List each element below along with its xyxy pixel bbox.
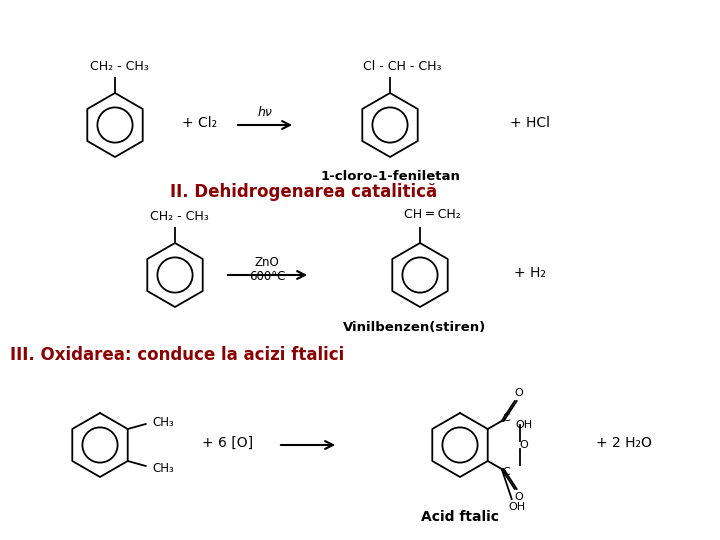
Text: C: C <box>503 467 510 477</box>
Text: OH: OH <box>508 502 526 512</box>
Text: ZnO: ZnO <box>255 255 279 268</box>
Text: C: C <box>503 413 510 423</box>
Text: O: O <box>514 388 523 398</box>
Text: Cl - CH - CH₃: Cl - CH - CH₃ <box>363 60 441 73</box>
Text: CH₂ - CH₃: CH₂ - CH₃ <box>89 60 148 73</box>
Text: O: O <box>514 492 523 502</box>
Text: CH₃: CH₃ <box>153 415 174 429</box>
Text: + H₂: + H₂ <box>514 266 546 280</box>
Text: + 2 H₂O: + 2 H₂O <box>596 436 652 450</box>
Text: + Cl₂: + Cl₂ <box>182 116 217 130</box>
Text: 1-cloro-1-feniletan: 1-cloro-1-feniletan <box>320 171 460 184</box>
Text: OH: OH <box>515 420 532 430</box>
Text: II. Dehidrogenarea catalitică: II. Dehidrogenarea catalitică <box>170 183 437 201</box>
Text: CH₃: CH₃ <box>153 462 174 475</box>
Text: III. Oxidarea: conduce la acizi ftalici: III. Oxidarea: conduce la acizi ftalici <box>10 346 344 364</box>
Text: CH₂ - CH₃: CH₂ - CH₃ <box>150 211 208 224</box>
Text: Acid ftalic: Acid ftalic <box>421 510 499 524</box>
Text: Vinilbenzen(stiren): Vinilbenzen(stiren) <box>343 321 487 334</box>
Text: + 6 [O]: + 6 [O] <box>202 436 253 450</box>
Text: hν: hν <box>258 105 272 118</box>
Text: CH ═ CH₂: CH ═ CH₂ <box>404 208 460 221</box>
Text: 600°C: 600°C <box>249 269 285 282</box>
Text: O: O <box>519 440 528 450</box>
Text: + HCl: + HCl <box>510 116 550 130</box>
